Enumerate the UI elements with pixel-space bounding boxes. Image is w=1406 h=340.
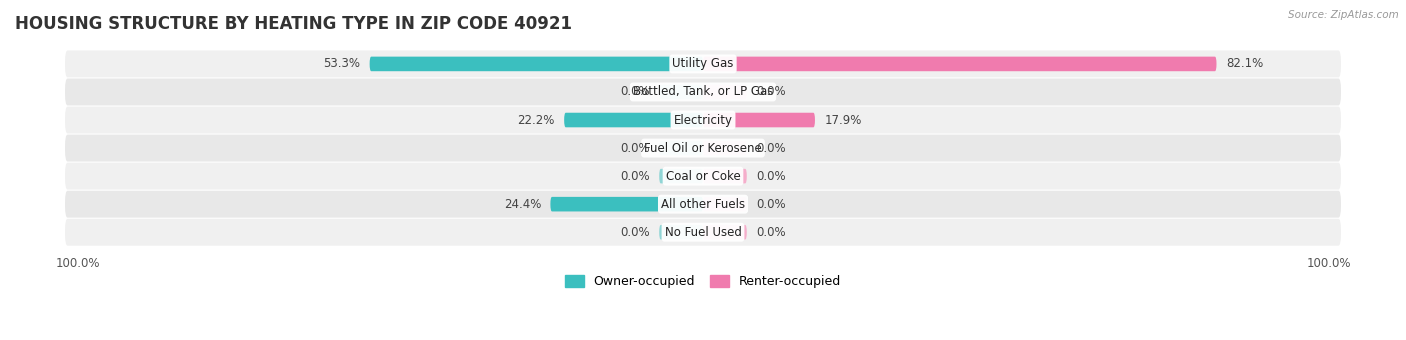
Text: 82.1%: 82.1% [1226, 57, 1263, 70]
Text: 24.4%: 24.4% [503, 198, 541, 211]
FancyBboxPatch shape [703, 197, 747, 211]
FancyBboxPatch shape [703, 57, 1216, 71]
Text: 0.0%: 0.0% [620, 141, 650, 155]
FancyBboxPatch shape [659, 225, 703, 239]
Text: 0.0%: 0.0% [620, 85, 650, 99]
FancyBboxPatch shape [65, 50, 1341, 78]
Text: 0.0%: 0.0% [756, 198, 786, 211]
FancyBboxPatch shape [550, 197, 703, 211]
Text: Utility Gas: Utility Gas [672, 57, 734, 70]
FancyBboxPatch shape [659, 169, 703, 183]
FancyBboxPatch shape [703, 169, 747, 183]
Text: 17.9%: 17.9% [824, 114, 862, 126]
Text: 0.0%: 0.0% [620, 226, 650, 239]
Text: Bottled, Tank, or LP Gas: Bottled, Tank, or LP Gas [633, 85, 773, 99]
FancyBboxPatch shape [703, 113, 815, 127]
FancyBboxPatch shape [370, 57, 703, 71]
FancyBboxPatch shape [703, 85, 747, 99]
Text: Fuel Oil or Kerosene: Fuel Oil or Kerosene [644, 141, 762, 155]
Text: All other Fuels: All other Fuels [661, 198, 745, 211]
Text: 53.3%: 53.3% [323, 57, 360, 70]
FancyBboxPatch shape [65, 106, 1341, 134]
Text: 0.0%: 0.0% [756, 170, 786, 183]
FancyBboxPatch shape [65, 163, 1341, 190]
Text: Source: ZipAtlas.com: Source: ZipAtlas.com [1288, 10, 1399, 20]
Text: Electricity: Electricity [673, 114, 733, 126]
FancyBboxPatch shape [703, 141, 747, 155]
FancyBboxPatch shape [703, 225, 747, 239]
Text: Coal or Coke: Coal or Coke [665, 170, 741, 183]
Text: 0.0%: 0.0% [620, 170, 650, 183]
FancyBboxPatch shape [65, 219, 1341, 246]
Text: 0.0%: 0.0% [756, 226, 786, 239]
FancyBboxPatch shape [65, 135, 1341, 162]
FancyBboxPatch shape [659, 85, 703, 99]
Text: HOUSING STRUCTURE BY HEATING TYPE IN ZIP CODE 40921: HOUSING STRUCTURE BY HEATING TYPE IN ZIP… [15, 15, 572, 33]
FancyBboxPatch shape [65, 79, 1341, 105]
Text: 0.0%: 0.0% [756, 141, 786, 155]
FancyBboxPatch shape [65, 191, 1341, 218]
Text: 22.2%: 22.2% [517, 114, 555, 126]
Text: 0.0%: 0.0% [756, 85, 786, 99]
FancyBboxPatch shape [659, 141, 703, 155]
FancyBboxPatch shape [564, 113, 703, 127]
Text: No Fuel Used: No Fuel Used [665, 226, 741, 239]
Legend: Owner-occupied, Renter-occupied: Owner-occupied, Renter-occupied [560, 270, 846, 293]
